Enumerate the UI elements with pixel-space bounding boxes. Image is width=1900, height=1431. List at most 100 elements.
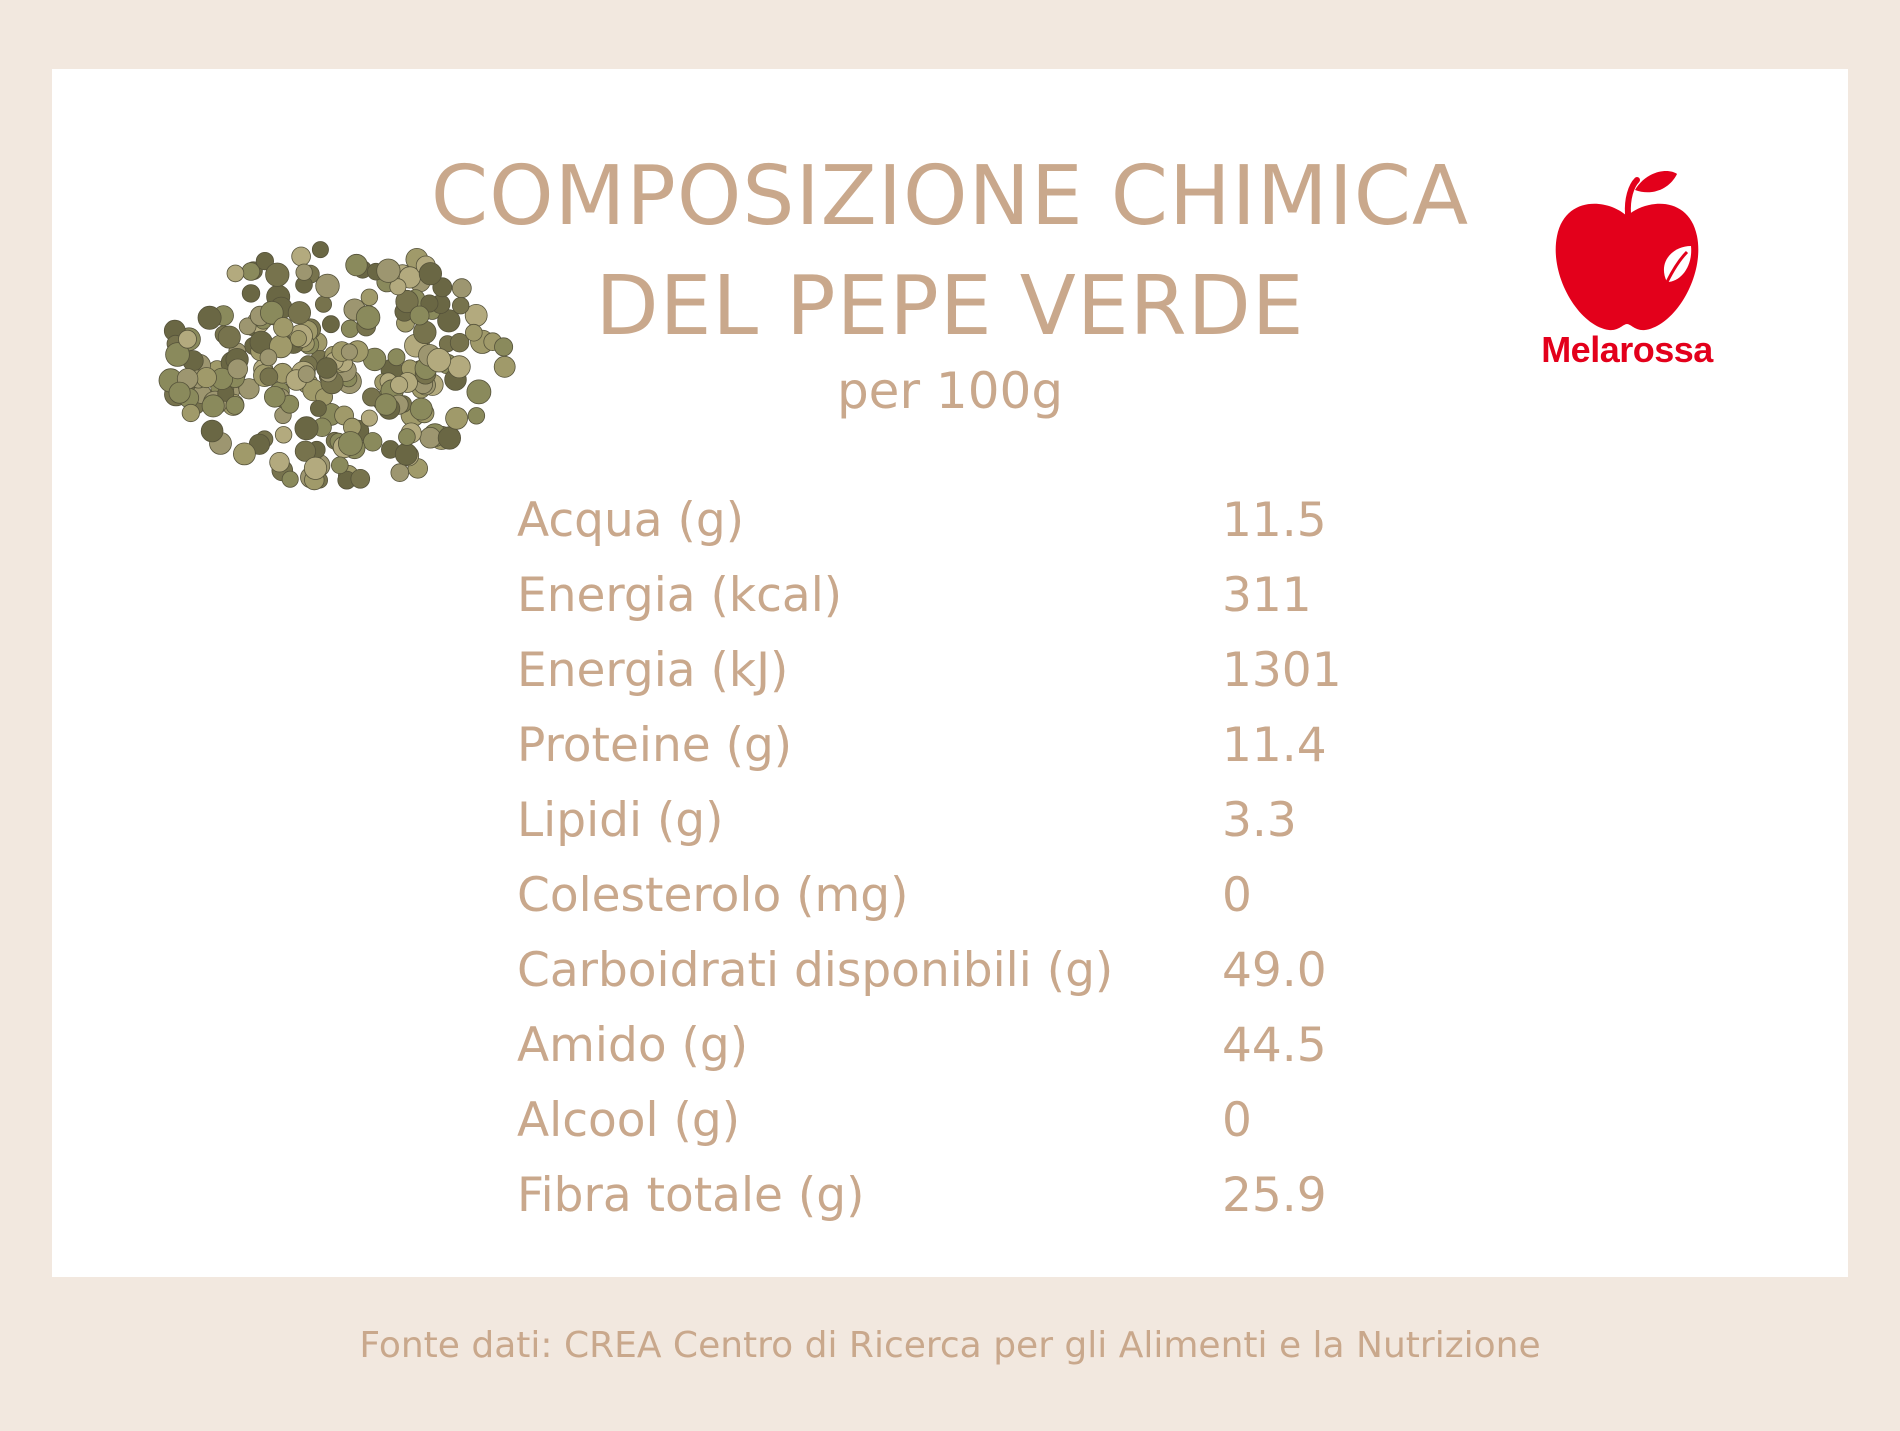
peppercorn [309,400,327,417]
nutrient-label: Amido (g) [517,1018,749,1073]
peppercorn [259,367,279,387]
peppercorn [165,342,190,367]
peppercorn [398,428,416,446]
peppercorn [227,358,248,380]
peppercorn [181,403,200,423]
peppercorn [418,262,442,286]
peppercorn [389,278,407,296]
nutrient-label: Energia (kcal) [517,568,843,623]
table-row: Colesterolo (mg) 0 [517,858,1417,933]
peppercorn [464,323,483,342]
peppercorn [316,357,338,379]
content-card: COMPOSIZIONE CHIMICA DEL PEPE VERDE per … [52,69,1848,1277]
peppercorn [260,300,284,325]
peppercorn [437,309,461,333]
page-subtitle: per 100g [836,362,1064,420]
peppercorn [387,348,406,367]
table-row: Fibra totale (g) 25.9 [517,1158,1417,1233]
peppercorn [419,426,442,449]
peppercorn [345,253,368,277]
peppercorn [409,305,430,326]
table-row: Energia (kcal) 311 [517,558,1417,633]
peppercorn [233,442,256,466]
nutrient-label: Proteine (g) [517,718,793,773]
nutrient-label: Energia (kJ) [517,643,789,698]
peppercorn [311,241,329,259]
peppercorn [452,296,470,315]
table-row: Alcool (g) 0 [517,1083,1417,1158]
peppercorn [362,432,383,452]
peppercorn [269,452,290,473]
nutrient-value: 311 [1222,568,1312,623]
table-row: Energia (kJ) 1301 [517,633,1417,708]
peppercorn [294,416,319,441]
peppercorn [390,463,410,483]
peppercorn [409,397,433,421]
peppercorn [281,470,299,488]
nutrient-value: 1301 [1222,643,1342,698]
page-title-line2: DEL PEPE VERDE [595,259,1305,354]
peppercorn [466,379,492,405]
peppercorn [426,347,452,373]
peppercorn [197,305,222,330]
peppercorn [200,419,224,443]
peppercorn [494,337,514,357]
peppercorn [297,365,316,383]
peppercorn [226,264,245,283]
peppercorn [294,440,316,462]
nutrient-value: 25.9 [1222,1168,1327,1223]
peppercorn [376,258,401,283]
table-row: Amido (g) 44.5 [517,1008,1417,1083]
nutrient-value: 44.5 [1222,1018,1327,1073]
peppercorn [355,305,381,330]
nutrient-label: Fibra totale (g) [517,1168,865,1223]
peppercorn [374,393,398,416]
peppercorn [241,284,261,303]
peppercorn [445,406,469,430]
brand-name: Melarossa [1541,329,1713,370]
peppercorn [303,456,328,480]
peppercorn [340,343,358,361]
peppercorn [238,378,260,400]
table-row: Lipidi (g) 3.3 [517,783,1417,858]
nutrient-value: 49.0 [1222,943,1327,998]
peppercorn [289,330,307,348]
melarossa-apple-logo-icon [1555,171,1699,331]
page-title-line1: COMPOSIZIONE CHIMICA [430,149,1470,244]
source-note: Fonte dati: CREA Centro di Ricerca per g… [359,1325,1541,1366]
peppercorn [259,348,278,367]
nutrient-label: Colesterolo (mg) [517,868,909,923]
table-row: Carboidrati disponibili (g) 49.0 [517,933,1417,1008]
nutrition-table: Acqua (g) 11.5 Energia (kcal) 311 Energia (k… [517,483,1417,1233]
peppercorn [394,442,418,466]
peppercorn [274,426,293,444]
peppercorn [395,289,419,314]
nutrient-value: 0 [1222,1093,1252,1148]
nutrient-value: 11.4 [1222,718,1327,773]
peppercorn [467,407,486,425]
nutrient-label: Lipidi (g) [517,793,724,848]
peppercorn [331,456,349,475]
nutrient-value: 11.5 [1222,493,1327,548]
peppercorn [449,332,470,353]
peppercorn [255,251,275,271]
peppercorn [265,262,290,287]
peppercorn [295,263,313,281]
peppercorn [178,329,197,349]
peppercorn [360,409,378,427]
peppercorn [350,468,371,489]
nutrient-value: 0 [1222,868,1252,923]
table-row: Proteine (g) 11.4 [517,708,1417,783]
table-row: Acqua (g) 11.5 [517,483,1417,558]
nutrient-value: 3.3 [1222,793,1297,848]
peppercorn [273,317,294,338]
peppercorn [201,394,225,418]
peppercorn [287,301,311,325]
peppercorn [321,315,340,334]
peppercorn [238,317,257,336]
peppercorn [390,375,409,394]
peppercorn [264,386,286,408]
peppercorn [315,273,340,299]
peppercorn [437,426,461,450]
peppercorn [337,431,363,456]
